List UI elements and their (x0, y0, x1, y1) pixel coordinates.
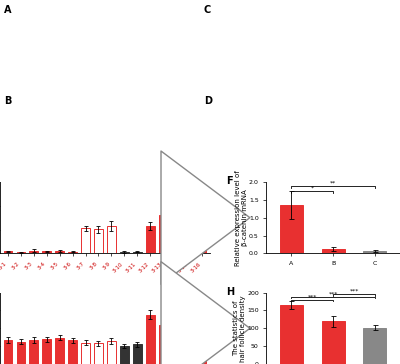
Bar (133, 252, 142, 253)
Bar (172, 340, 180, 364)
Bar (81, 343, 90, 364)
Bar (185, 228, 193, 253)
Bar (4, 252, 12, 253)
Bar (159, 215, 168, 253)
Bar (68, 340, 77, 364)
Bar (4, 340, 12, 364)
Bar (120, 346, 129, 364)
Text: ***: *** (349, 289, 359, 294)
Text: ***: *** (328, 291, 338, 296)
FancyArrowPatch shape (161, 151, 250, 284)
Bar (322, 321, 345, 364)
Bar (120, 252, 129, 253)
Text: *: * (311, 185, 314, 190)
Bar (280, 205, 303, 253)
Bar (198, 195, 206, 253)
Bar (94, 343, 103, 364)
Bar (133, 344, 142, 364)
Text: D: D (204, 96, 212, 106)
Text: ***: *** (308, 294, 317, 299)
Bar (185, 322, 193, 364)
Bar (146, 226, 154, 253)
Y-axis label: Relative expression level of
β-catenin mRNA: Relative expression level of β-catenin m… (234, 170, 248, 266)
Bar (94, 229, 103, 253)
Bar (55, 251, 64, 253)
Bar (42, 252, 51, 253)
Text: B: B (4, 96, 11, 106)
Bar (81, 228, 90, 253)
Bar (322, 249, 345, 253)
Text: C: C (204, 5, 211, 15)
Bar (16, 252, 25, 253)
Bar (364, 251, 386, 253)
Bar (159, 325, 168, 364)
Bar (172, 252, 180, 253)
FancyArrowPatch shape (161, 262, 250, 364)
Bar (107, 341, 116, 364)
Bar (30, 340, 38, 364)
Text: **: ** (330, 181, 336, 186)
Bar (107, 226, 116, 253)
Bar (55, 337, 64, 364)
Bar (30, 250, 38, 253)
Text: H: H (226, 287, 234, 297)
Bar (280, 305, 303, 364)
Bar (198, 323, 206, 364)
Bar (146, 315, 154, 364)
Text: A: A (4, 5, 12, 15)
Bar (42, 339, 51, 364)
Bar (68, 252, 77, 253)
Text: F: F (226, 176, 233, 186)
Bar (364, 328, 386, 364)
Y-axis label: The statistics of
hair follicle density: The statistics of hair follicle density (233, 295, 246, 361)
Bar (16, 341, 25, 364)
